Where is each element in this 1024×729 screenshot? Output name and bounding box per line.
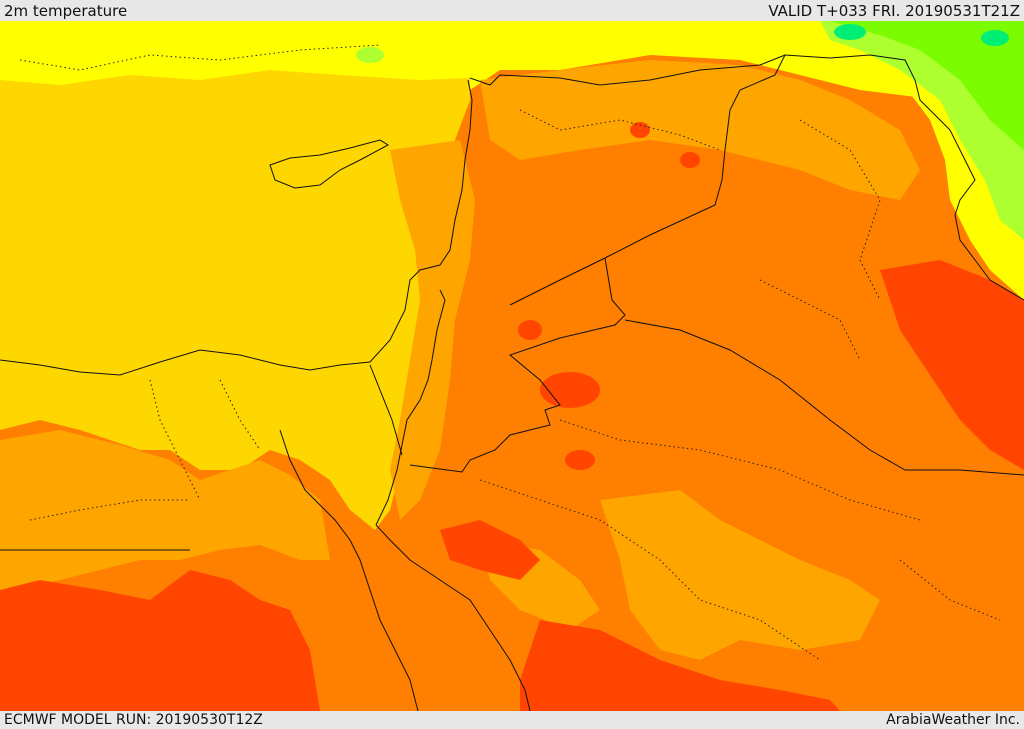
footer-bar: ECMWF MODEL RUN: 20190530T12Z ArabiaWeat… <box>0 711 1024 729</box>
turkey-orange-patch <box>480 60 920 200</box>
egypt-orange-band <box>0 430 330 600</box>
model-run: ECMWF MODEL RUN: 20190530T12Z <box>4 712 263 728</box>
green-spot-3 <box>356 47 384 63</box>
province-boundaries <box>19 44 1001 661</box>
red-spot-iraq <box>630 122 650 138</box>
iraq-red-area <box>880 260 1024 470</box>
header-bar: 2m temperature VALID T+033 FRI. 20190531… <box>0 0 1024 21</box>
country-borders <box>0 54 1024 551</box>
red-spot-3 <box>565 450 595 470</box>
yemen-red-area <box>520 620 840 711</box>
map-canvas <box>0 21 1024 711</box>
green-spot-1 <box>834 24 866 40</box>
map-title: 2m temperature <box>4 2 128 20</box>
coastlines <box>0 79 531 711</box>
mediterranean-gold-region <box>0 70 470 530</box>
red-spot-2 <box>680 152 700 168</box>
green-spot-2 <box>981 30 1009 46</box>
arabia-orange-patch-1 <box>600 490 880 660</box>
sudan-red-area <box>0 570 320 711</box>
levant-orange-patch <box>390 140 475 520</box>
credit-label: ArabiaWeather Inc. <box>886 712 1020 728</box>
red-spot-4 <box>518 320 542 340</box>
green-patch-ne-inner <box>830 21 1024 150</box>
valid-time: VALID T+033 FRI. 20190531T21Z <box>768 2 1020 20</box>
red-sea-coast-red <box>440 520 540 580</box>
temperature-map <box>0 21 1024 711</box>
red-spot-jordan <box>540 372 600 408</box>
